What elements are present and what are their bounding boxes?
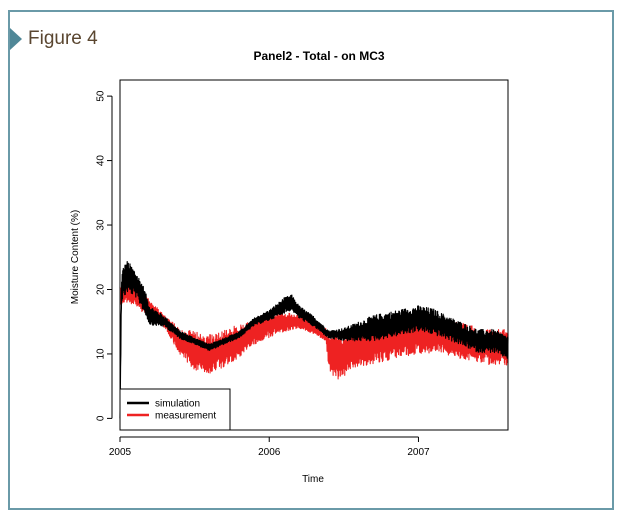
series-line-simulation: [119, 261, 509, 419]
x-tick-label: 2007: [407, 447, 430, 458]
plot-box: [119, 79, 509, 431]
x-axis-label: Time: [302, 474, 324, 485]
y-tick-label: 40: [96, 155, 107, 167]
y-tick-label: 30: [96, 219, 107, 231]
y-tick-label: 0: [96, 415, 107, 421]
chart-title: Panel2 - Total - on MC3: [253, 49, 384, 63]
legend-label-simulation: simulation: [155, 399, 200, 410]
arrow-icon: [10, 28, 22, 50]
y-tick-label: 20: [96, 283, 107, 295]
figure-label: Figure 4: [10, 26, 98, 52]
y-tick-label: 10: [96, 348, 107, 360]
x-tick-label: 2005: [109, 447, 132, 458]
series-layer: [119, 261, 509, 419]
axes-layer: 2005 2006 2007 0 10 20 30 40 50: [96, 79, 509, 458]
legend-label-measurement: measurement: [155, 411, 216, 422]
figure-label-text: Figure 4: [28, 28, 98, 49]
legend-box: [119, 388, 231, 431]
figure-frame: [8, 10, 614, 510]
y-tick-label: 50: [96, 90, 107, 102]
y-axis-label: Moisture Content (%): [70, 210, 81, 304]
x-tick-label: 2006: [258, 447, 281, 458]
